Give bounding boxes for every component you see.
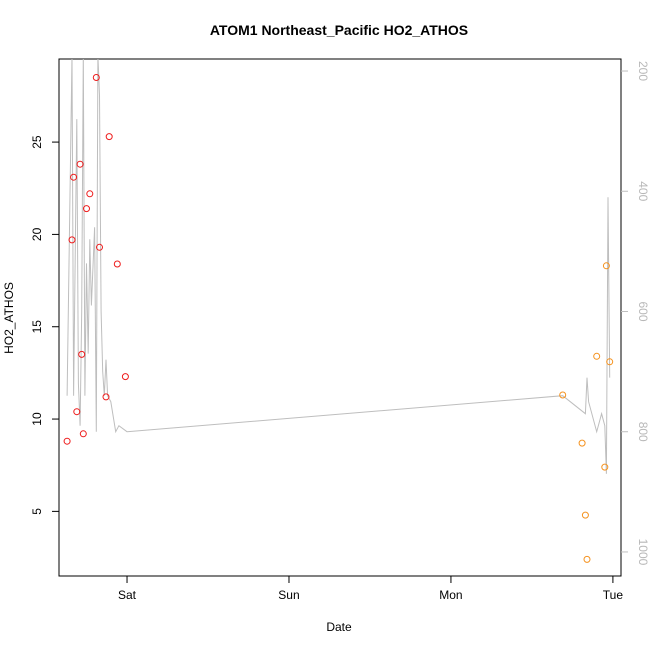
x-axis: Sat Sun Mon Tue: [118, 576, 623, 602]
x-tick-label: Sun: [278, 588, 299, 602]
y-tick-label: 15: [30, 320, 44, 334]
y-tick-label: 10: [30, 412, 44, 426]
right-tick-label: 600: [636, 301, 650, 321]
data-point: [601, 463, 609, 471]
x-tick-label: Tue: [603, 588, 624, 602]
data-point: [79, 430, 87, 438]
y-axis-label: HO2_ATHOS: [2, 282, 16, 354]
chart-title: ATOM1 Northeast_Pacific HO2_ATHOS: [210, 22, 468, 38]
data-point: [92, 74, 100, 81]
y-tick-label: 25: [30, 135, 44, 149]
data-point: [78, 350, 86, 358]
data-point: [70, 173, 78, 181]
data-point: [63, 437, 71, 445]
right-tick-label: 1000: [636, 539, 650, 566]
right-depth-axis: 200 400 600 800 1000: [621, 61, 650, 566]
data-point: [593, 352, 601, 360]
right-tick-label: 800: [636, 422, 650, 442]
data-point: [96, 243, 103, 251]
data-point: [76, 160, 84, 168]
y-tick-label: 20: [30, 227, 44, 241]
profile-line: [66, 59, 611, 474]
right-tick-label: 400: [636, 181, 650, 201]
x-axis-label: Date: [326, 620, 352, 634]
data-point: [578, 439, 586, 447]
data-point: [559, 391, 567, 399]
y-tick-label: 5: [30, 508, 44, 515]
data-point: [73, 408, 81, 416]
plot-frame: [58, 58, 622, 577]
data-point: [83, 205, 90, 213]
data-point: [606, 358, 614, 366]
data-point: [602, 262, 610, 270]
right-tick-label: 200: [636, 61, 650, 81]
x-tick-label: Sat: [118, 588, 137, 602]
data-point: [583, 555, 591, 563]
data-point: [68, 236, 76, 244]
x-tick-label: Mon: [439, 588, 462, 602]
profile-line-layer: [66, 59, 611, 474]
y-axis: 5 10 15 20 25: [30, 135, 59, 515]
data-point: [102, 393, 110, 401]
data-point: [105, 133, 113, 141]
data-point: [86, 190, 94, 198]
points-layer: [63, 74, 614, 563]
data-point: [113, 260, 121, 268]
data-point: [581, 511, 589, 519]
data-point: [121, 373, 129, 381]
